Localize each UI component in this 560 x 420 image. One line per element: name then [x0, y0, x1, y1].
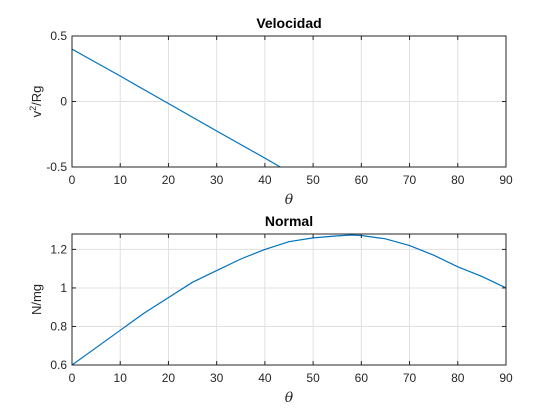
normal-ytick-label: 0.6	[50, 358, 67, 372]
normal-xtick-label: 40	[258, 371, 272, 385]
normal-xtick-label: 20	[162, 371, 176, 385]
velocidad-xlabel: θ	[285, 192, 294, 208]
normal-panel: 0 10 20 30 40 50 60 70 80 90 0.6 0.8 1 1.2 Normal θ N…	[29, 213, 513, 406]
velocidad-xtick-label: 50	[306, 173, 320, 187]
velocidad-xtick-label: 20	[162, 173, 176, 187]
normal-ytick-label: 0.8	[50, 319, 67, 333]
normal-xtick-label: 0	[69, 371, 76, 385]
velocidad-panel: 0 10 20 30 40 50 60 70 80 90-0.500.5 Velocidad θ …	[28, 15, 513, 208]
velocidad-xtick-label: 90	[499, 173, 513, 187]
normal-xlabel: θ	[285, 390, 294, 406]
velocidad-grid	[72, 36, 506, 167]
velocidad-xtick-label: 30	[210, 173, 224, 187]
normal-xtick-label: 90	[499, 371, 513, 385]
normal-ylabel: N/mg	[29, 284, 44, 315]
normal-xtick-label: 70	[403, 371, 417, 385]
normal-ytick-label: 1.2	[50, 242, 67, 256]
normal-xtick-label: 30	[210, 371, 224, 385]
normal-title: Normal	[265, 213, 313, 229]
normal-series-line	[71, 234, 507, 366]
velocidad-ticks: 0 10 20 30 40 50 60 70 80 90-0.500.5	[46, 29, 513, 187]
normal-xtick-label: 60	[355, 371, 369, 385]
velocidad-ylabel: v2/Rg	[28, 86, 44, 118]
normal-grid	[72, 234, 506, 365]
normal-axes-box	[71, 233, 507, 366]
normal-xtick-label: 10	[114, 371, 128, 385]
velocidad-series-line	[71, 48, 281, 168]
velocidad-xtick-label: 70	[403, 173, 417, 187]
velocidad-xtick-label: 40	[258, 173, 272, 187]
velocidad-ylabel-base: v	[29, 110, 44, 117]
velocidad-ytick-label: -0.5	[46, 160, 67, 174]
normal-xtick-label: 50	[306, 371, 320, 385]
velocidad-xtick-label: 60	[355, 173, 369, 187]
velocidad-xtick-label: 10	[114, 173, 128, 187]
velocidad-xtick-label: 80	[451, 173, 465, 187]
normal-ticks: 0 10 20 30 40 50 60 70 80 90 0.6 0.8 1 1.2	[50, 234, 513, 385]
velocidad-ytick-label: 0	[60, 95, 67, 109]
velocidad-xtick-label: 0	[69, 173, 76, 187]
normal-ytick-label: 1	[60, 281, 67, 295]
velocidad-ylabel-sup: 2	[28, 106, 38, 111]
velocidad-title: Velocidad	[256, 15, 321, 31]
normal-xtick-label: 80	[451, 371, 465, 385]
velocidad-ylabel-tail: /Rg	[29, 86, 44, 106]
velocidad-ytick-label: 0.5	[50, 29, 67, 43]
